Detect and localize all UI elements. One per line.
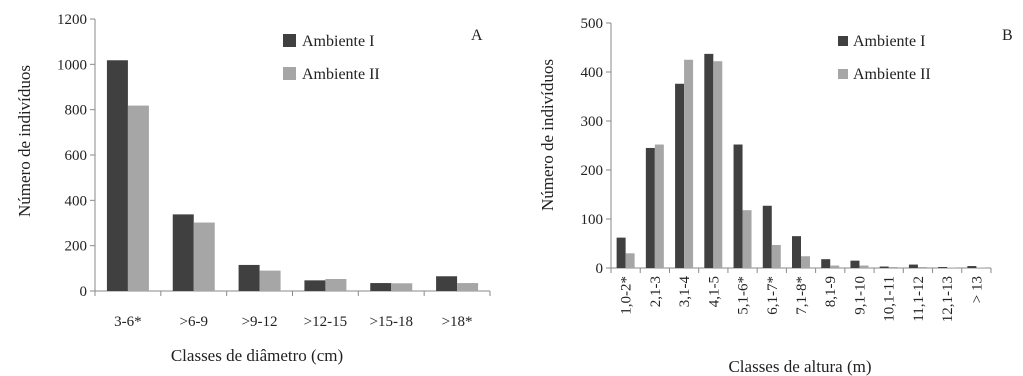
x-tick-label-b-12-1-13: 12,1-13 bbox=[940, 276, 956, 322]
x-tick-label-b-5-1-6: 5,1-6* bbox=[736, 276, 752, 315]
y-tick-label-a: 200 bbox=[65, 239, 88, 255]
y-axis-label-a: Número de indivíduos bbox=[15, 65, 34, 217]
legend-label-b-ambiente-i: Ambiente I bbox=[853, 33, 925, 50]
bar-b-ambiente-ii-5-1-6 bbox=[742, 210, 752, 268]
bar-b-ambiente-i-9-1-10 bbox=[850, 260, 860, 268]
bar-b-ambiente-ii-8-1-9 bbox=[830, 265, 840, 268]
bar-b-ambiente-i-13 bbox=[967, 266, 977, 268]
y-tick-label-b: 200 bbox=[581, 163, 604, 179]
bar-a-ambiente-i-9-12 bbox=[238, 264, 260, 291]
bar-a-ambiente-ii-6-9 bbox=[193, 222, 215, 291]
x-axis-label-b: Classes de altura (m) bbox=[728, 357, 871, 376]
bar-b-ambiente-ii-11-1-12 bbox=[917, 267, 927, 268]
y-tick-label-a: 0 bbox=[80, 284, 88, 300]
legend-swatch-a-ambiente-i bbox=[283, 34, 296, 47]
chart-a: A Número de indivíduos Classes de diâmet… bbox=[15, 12, 491, 365]
x-tick-label-b-9-1-10: 9,1-10 bbox=[852, 276, 868, 315]
legend-label-a-ambiente-i: Ambiente I bbox=[302, 33, 374, 50]
legend-a: Ambiente I Ambiente II bbox=[283, 33, 380, 83]
bar-b-ambiente-ii-2-1-3 bbox=[654, 144, 664, 268]
y-tick-label-b: 500 bbox=[581, 16, 604, 32]
x-tick-label-a-12-15: >12-15 bbox=[304, 314, 347, 330]
bar-b-ambiente-i-5-1-6 bbox=[733, 144, 743, 268]
legend-swatch-a-ambiente-ii bbox=[283, 67, 296, 80]
bar-a-ambiente-i-12-15 bbox=[304, 280, 326, 291]
x-tick-label-a-15-18: >15-18 bbox=[370, 314, 413, 330]
y-tick-label-b: 100 bbox=[581, 212, 604, 228]
bar-a-ambiente-i-6-9 bbox=[172, 214, 194, 291]
y-tick-label-a: 600 bbox=[65, 148, 88, 164]
bar-a-ambiente-i-15-18 bbox=[370, 283, 392, 291]
x-tick-label-b-6-1-7: 6,1-7* bbox=[765, 276, 781, 315]
y-tick-label-b: 300 bbox=[581, 114, 604, 130]
legend-label-a-ambiente-ii: Ambiente II bbox=[302, 66, 380, 83]
bar-a-ambiente-i-18 bbox=[436, 276, 458, 291]
bar-b-ambiente-ii-9-1-10 bbox=[859, 265, 869, 268]
bar-b-ambiente-ii-1-0-2 bbox=[625, 253, 635, 268]
bar-a-ambiente-ii-9-12 bbox=[259, 270, 281, 291]
y-tick-label-a: 800 bbox=[65, 103, 88, 119]
y-tick-label-b: 0 bbox=[596, 261, 604, 277]
x-tick-label-b-10-1-11: 10,1-11 bbox=[882, 276, 898, 322]
bar-b-ambiente-ii-10-1-11 bbox=[888, 267, 898, 268]
bar-a-ambiente-i-3-6 bbox=[106, 60, 128, 292]
bar-a-ambiente-ii-3-6 bbox=[127, 105, 149, 291]
bar-b-ambiente-i-2-1-3 bbox=[645, 147, 655, 268]
bar-b-ambiente-i-10-1-11 bbox=[879, 266, 889, 268]
bar-a-ambiente-ii-12-15 bbox=[325, 278, 347, 291]
y-axis-label-b: Número de indivíduos bbox=[538, 59, 557, 211]
bar-b-ambiente-ii-7-1-8 bbox=[801, 256, 810, 268]
bar-a-ambiente-ii-15-18 bbox=[391, 283, 413, 291]
bar-b-ambiente-ii-4-1-5 bbox=[713, 61, 723, 268]
x-tick-label-a-3-6: 3-6* bbox=[114, 314, 142, 330]
bar-b-ambiente-i-12-1-13 bbox=[938, 267, 948, 268]
bar-a-ambiente-ii-18 bbox=[457, 283, 479, 291]
bar-b-ambiente-i-1-0-2 bbox=[616, 237, 626, 268]
x-tick-label-a-9-12: >9-12 bbox=[242, 314, 278, 330]
x-tick-label-a-18: >18* bbox=[442, 314, 473, 330]
panel-label-a: A bbox=[471, 27, 483, 44]
x-tick-label-b-11-1-12: 11,1-12 bbox=[911, 276, 927, 322]
x-tick-label-b-7-1-8: 7,1-8* bbox=[794, 276, 810, 315]
bar-b-ambiente-ii-6-1-7 bbox=[771, 244, 781, 268]
bar-b-ambiente-i-8-1-9 bbox=[821, 259, 831, 268]
bar-b-ambiente-i-3-1-4 bbox=[675, 83, 685, 268]
x-tick-label-b-13: > 13 bbox=[969, 276, 985, 303]
x-tick-label-b-2-1-3: 2,1-3 bbox=[648, 276, 664, 307]
legend-b: Ambiente I Ambiente II bbox=[838, 33, 931, 83]
legend-swatch-b-ambiente-i bbox=[838, 36, 848, 46]
x-axis-label-a: Classes de diâmetro (cm) bbox=[171, 346, 343, 365]
y-tick-label-a: 400 bbox=[65, 193, 88, 209]
x-tick-label-b-8-1-9: 8,1-9 bbox=[823, 276, 839, 307]
chart-b: B Número de indivíduos Classes de altura… bbox=[538, 16, 1013, 376]
bar-b-ambiente-i-6-1-7 bbox=[762, 205, 772, 268]
x-tick-label-b-3-1-4: 3,1-4 bbox=[677, 276, 693, 308]
legend-label-b-ambiente-ii: Ambiente II bbox=[853, 66, 931, 83]
bar-b-ambiente-ii-3-1-4 bbox=[684, 59, 694, 268]
y-tick-label-b: 400 bbox=[581, 65, 604, 81]
panel-label-b: B bbox=[1002, 27, 1013, 44]
y-tick-label-a: 1000 bbox=[57, 57, 87, 73]
bar-b-ambiente-i-4-1-5 bbox=[704, 53, 714, 269]
bar-b-ambiente-i-7-1-8 bbox=[792, 236, 801, 268]
x-tick-label-b-4-1-5: 4,1-5 bbox=[706, 276, 722, 307]
bar-b-ambiente-i-11-1-12 bbox=[908, 264, 918, 268]
legend-swatch-b-ambiente-ii bbox=[838, 69, 848, 79]
y-tick-label-a: 1200 bbox=[57, 12, 87, 28]
x-tick-label-a-6-9: >6-9 bbox=[180, 314, 208, 330]
x-tick-label-b-1-0-2: 1,0-2* bbox=[619, 276, 635, 315]
